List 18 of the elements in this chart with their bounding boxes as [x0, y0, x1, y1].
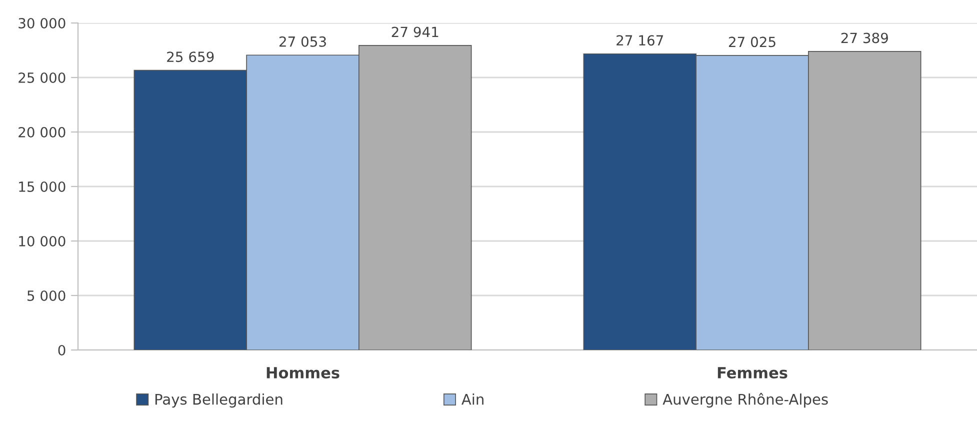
- y-tick-label: 0: [58, 344, 66, 356]
- data-label: 27 053: [279, 36, 326, 47]
- x-tick-label: Femmes: [718, 367, 788, 378]
- y-tick-label: 15 000: [19, 181, 66, 192]
- legend-label: Ain: [462, 393, 484, 405]
- data-label: 27 167: [616, 35, 663, 46]
- y-tick-label: 10 000: [19, 236, 66, 246]
- data-label: 27 941: [392, 26, 438, 38]
- y-tick-label: 5 000: [28, 290, 66, 301]
- data-label: 27 389: [841, 32, 888, 44]
- legend-label: Pays Bellegardien: [155, 393, 282, 408]
- data-label: 25 659: [167, 52, 214, 62]
- y-tick-label: 25 000: [18, 72, 66, 83]
- y-tick-label: 20 000: [18, 126, 66, 138]
- data-label: 27 025: [728, 36, 776, 48]
- x-tick-label: Hommes: [266, 367, 340, 378]
- y-tick-label: 30 000: [18, 18, 66, 28]
- legend-label: Auvergne Rhône-Alpes: [662, 392, 828, 408]
